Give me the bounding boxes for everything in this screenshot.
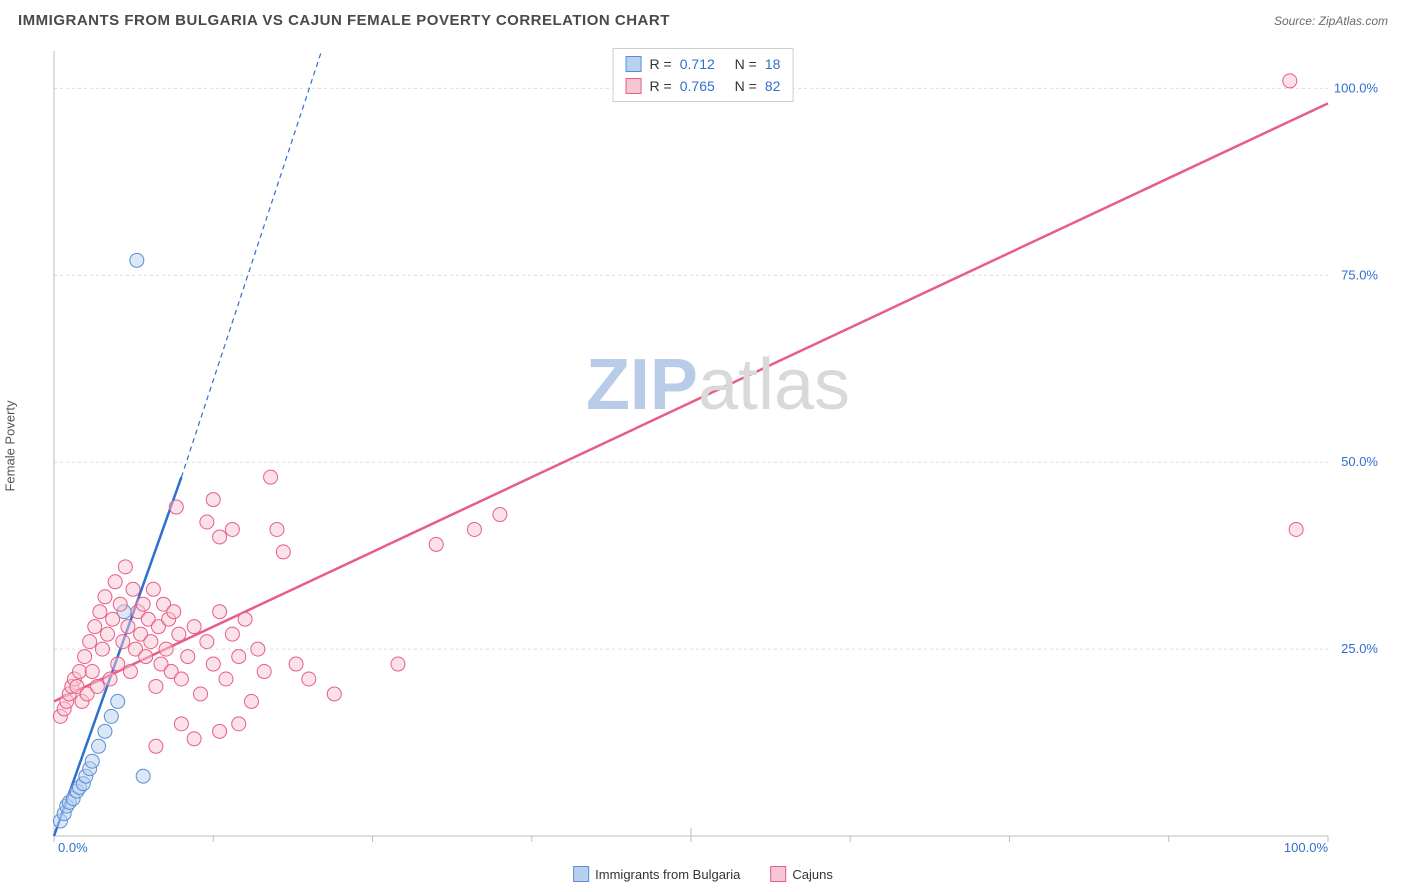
swatch-series2 <box>626 78 642 94</box>
chart-source: Source: ZipAtlas.com <box>1274 14 1388 28</box>
legend-bottom: Immigrants from Bulgaria Cajuns <box>573 866 833 882</box>
swatch-series1 <box>626 56 642 72</box>
n-label-2: N = <box>735 75 757 97</box>
svg-text:25.0%: 25.0% <box>1341 641 1378 656</box>
svg-text:100.0%: 100.0% <box>1334 80 1379 95</box>
correlation-stats-box: R = 0.712 N = 18 R = 0.765 N = 82 <box>613 48 794 102</box>
legend-item-series1: Immigrants from Bulgaria <box>573 866 740 882</box>
chart-header: IMMIGRANTS FROM BULGARIA VS CAJUN FEMALE… <box>18 12 1388 29</box>
chart-title: IMMIGRANTS FROM BULGARIA VS CAJUN FEMALE… <box>18 12 670 29</box>
r-value-2: 0.765 <box>680 75 715 97</box>
chart-plot-area: 25.0%50.0%75.0%100.0%0.0%100.0% ZIPatlas <box>48 45 1388 854</box>
n-value-1: 18 <box>765 53 781 75</box>
legend-item-series2: Cajuns <box>770 866 832 882</box>
y-axis-label: Female Poverty <box>3 400 18 491</box>
legend-label-series2: Cajuns <box>792 867 832 882</box>
r-value-1: 0.712 <box>680 53 715 75</box>
n-label-1: N = <box>735 53 757 75</box>
stats-row-series1: R = 0.712 N = 18 <box>626 53 781 75</box>
svg-text:50.0%: 50.0% <box>1341 454 1378 469</box>
r-label-2: R = <box>650 75 672 97</box>
stats-row-series2: R = 0.765 N = 82 <box>626 75 781 97</box>
svg-text:100.0%: 100.0% <box>1284 840 1329 854</box>
r-label-1: R = <box>650 53 672 75</box>
legend-swatch-series1 <box>573 866 589 882</box>
scatter-chart-svg: 25.0% 50.0% 75.0% 100.0% 0.0% 100.0% <box>48 45 1388 854</box>
legend-label-series1: Immigrants from Bulgaria <box>595 867 740 882</box>
n-value-2: 82 <box>765 75 781 97</box>
legend-swatch-series2 <box>770 866 786 882</box>
svg-text:75.0%: 75.0% <box>1341 267 1378 282</box>
svg-text:0.0%: 0.0% <box>58 840 88 854</box>
